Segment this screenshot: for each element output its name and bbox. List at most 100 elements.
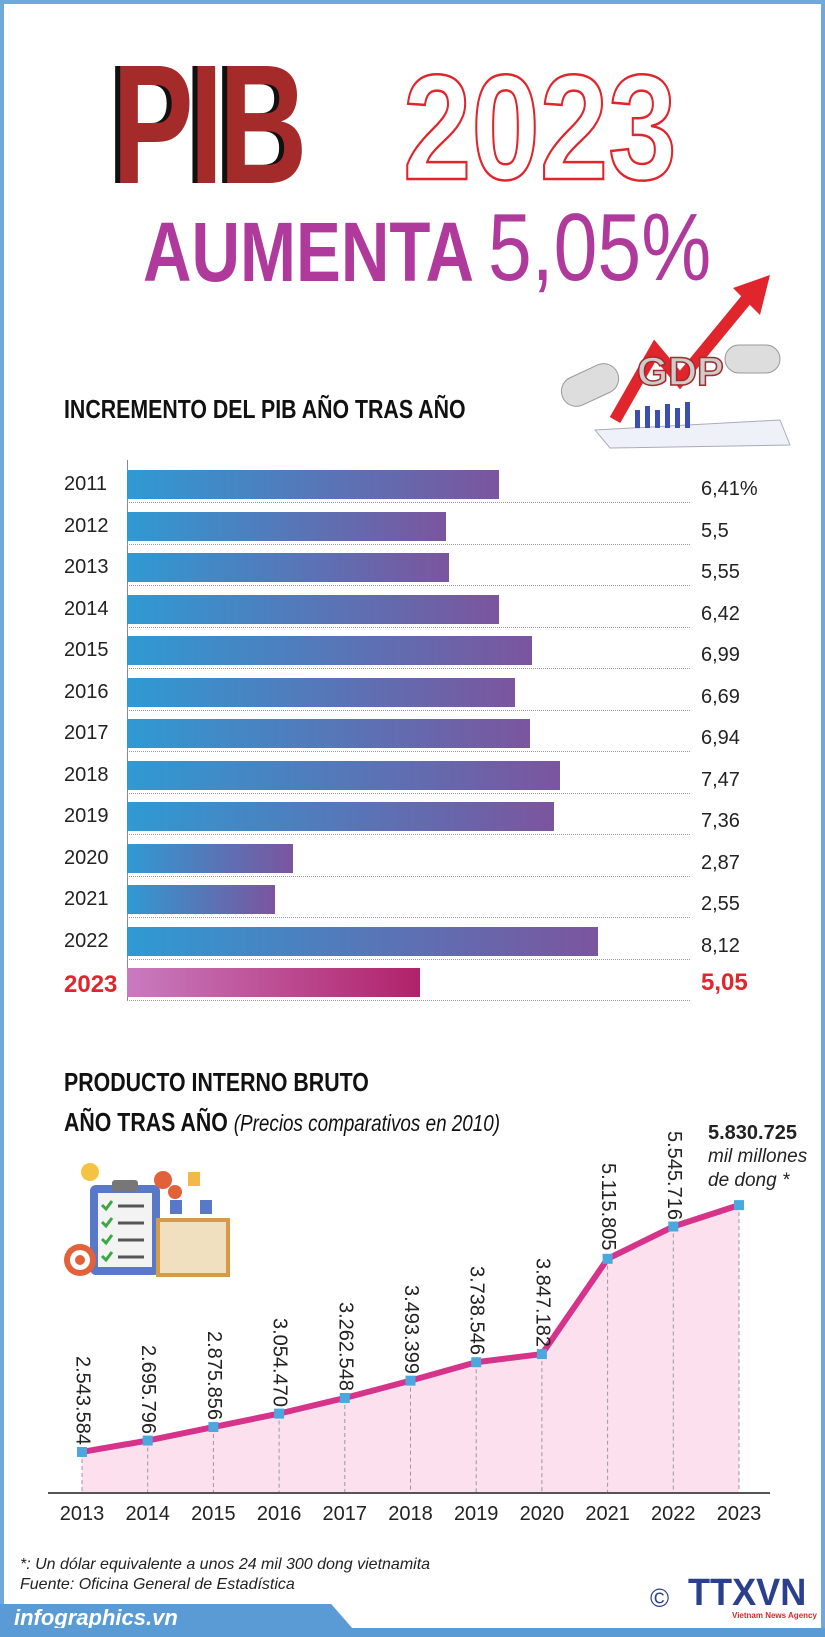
planning-clipboard-icon [64, 1163, 230, 1277]
bar-leader-line [127, 543, 690, 545]
bar [127, 636, 533, 665]
bar-value-label: 6,42 [701, 602, 740, 625]
bar [127, 968, 420, 997]
svg-text:GDP: GDP [637, 350, 724, 394]
point-value-label: 3.493.399 [400, 1284, 422, 1374]
unit-line1: mil millones [708, 1146, 808, 1167]
bar [127, 926, 598, 956]
bar [127, 470, 499, 499]
copyright-icon: © [650, 1583, 670, 1613]
point-value-label: 3.262.548 [334, 1301, 357, 1391]
bar-leader-line [127, 917, 690, 918]
bar-year-label: 2023 [64, 971, 118, 998]
x-tick-label: 2014 [125, 1503, 170, 1525]
bar-leader-line [127, 668, 690, 669]
bar-value-label: 7,47 [701, 768, 740, 791]
point-value-label: 2.543.584 [71, 1355, 94, 1445]
agency-logo: TTXVN [688, 1572, 807, 1614]
point-value-label: 5.115.805 [597, 1162, 620, 1251]
bar-leader-line [127, 585, 690, 586]
bar-value-label: 5,05 [701, 969, 748, 996]
line-chart-subtitle: (Precios comparativos en 2010) [233, 1110, 501, 1136]
bottom-bar [0, 1628, 825, 1637]
bar [127, 594, 500, 624]
bar-leader-line [127, 751, 690, 752]
subtitle-word: AUMENTA [143, 205, 474, 299]
bar-value-label: 2,55 [701, 893, 740, 915]
bar-leader-line [127, 958, 690, 960]
bar-leader-line [127, 502, 690, 503]
source: Fuente: Oficina General de Estadística [20, 1576, 295, 1593]
bar [127, 760, 561, 790]
bar [127, 802, 554, 831]
x-tick-label: 2023 [716, 1503, 762, 1525]
bar-leader-line [127, 626, 690, 628]
bar [127, 719, 530, 748]
point-value-label: 2.695.796 [137, 1344, 160, 1434]
bar [127, 511, 446, 541]
point-value-label: 2.875.856 [202, 1331, 225, 1420]
bar-year-label: 2017 [64, 722, 109, 744]
x-tick-label: 2021 [585, 1503, 630, 1525]
bar-year-label: 2014 [64, 597, 109, 620]
x-tick-label: 2013 [59, 1503, 105, 1525]
bar-year-label: 2019 [64, 805, 109, 827]
bar [127, 843, 294, 873]
bar-value-label: 2,87 [701, 851, 740, 874]
data-point [208, 1422, 219, 1433]
bar-year-label: 2011 [64, 473, 108, 495]
data-point [77, 1446, 87, 1457]
point-value-label: 3.847.182 [531, 1258, 554, 1348]
bar-year-label: 2020 [64, 846, 109, 869]
bar-value-label: 5,5 [701, 519, 729, 542]
bar [127, 677, 516, 707]
data-point [274, 1408, 285, 1419]
bar-leader-line [127, 834, 690, 835]
title-pib: PIB [112, 30, 307, 220]
bar-year-label: 2016 [64, 680, 109, 703]
data-point [602, 1253, 613, 1264]
bar-year-label: 2022 [64, 929, 109, 952]
bar-year-label: 2015 [64, 639, 109, 661]
title-year: 2023 [402, 43, 678, 211]
point-value-label: 3.054.470 [268, 1317, 291, 1407]
x-tick-label: 2018 [388, 1503, 433, 1525]
bar [127, 885, 275, 914]
bar-leader-line [127, 709, 690, 711]
data-point [405, 1375, 416, 1386]
bar-year-label: 2012 [64, 514, 109, 537]
data-point [471, 1357, 482, 1368]
bar-value-label: 6,41% [701, 478, 758, 500]
data-point [339, 1392, 350, 1403]
bar-year-label: 2013 [64, 556, 109, 578]
x-tick-label: 2017 [322, 1503, 368, 1525]
x-tick-label: 2015 [191, 1503, 236, 1525]
subtitle-value: 5,05% [488, 194, 712, 301]
data-point [142, 1435, 153, 1446]
line-chart-title-2: AÑO TRAS AÑO [64, 1107, 228, 1137]
point-value-label: 3.738.546 [465, 1266, 488, 1356]
line-chart-title: PRODUCTO INTERNO BRUTO [64, 1067, 369, 1097]
last-value-label: 5.830.725 [708, 1122, 797, 1144]
bar-value-label: 6,94 [701, 727, 740, 749]
x-tick-label: 2019 [453, 1503, 499, 1525]
footnote: *: Un dólar equivalente a unos 24 mil 30… [20, 1556, 431, 1573]
bar-value-label: 6,69 [701, 685, 740, 708]
bar-leader-line [127, 875, 690, 877]
bar-leader-line [127, 792, 690, 794]
point-value-label: 5.545.716 [662, 1130, 685, 1220]
data-point [536, 1349, 547, 1360]
data-point [668, 1221, 679, 1232]
x-tick-label: 2016 [256, 1503, 302, 1525]
bar-value-label: 8,12 [701, 934, 740, 957]
site-link[interactable]: infographics.vn [14, 1605, 178, 1630]
bar-value-label: 5,55 [701, 561, 740, 583]
bar-value-label: 7,36 [701, 810, 740, 832]
bar-year-label: 2021 [64, 888, 109, 910]
data-point [734, 1200, 744, 1211]
x-tick-label: 2020 [519, 1503, 565, 1525]
bar-value-label: 6,99 [701, 644, 740, 666]
x-tick-label: 2022 [651, 1503, 696, 1525]
gdp-illustration-icon: GDP [560, 275, 791, 449]
